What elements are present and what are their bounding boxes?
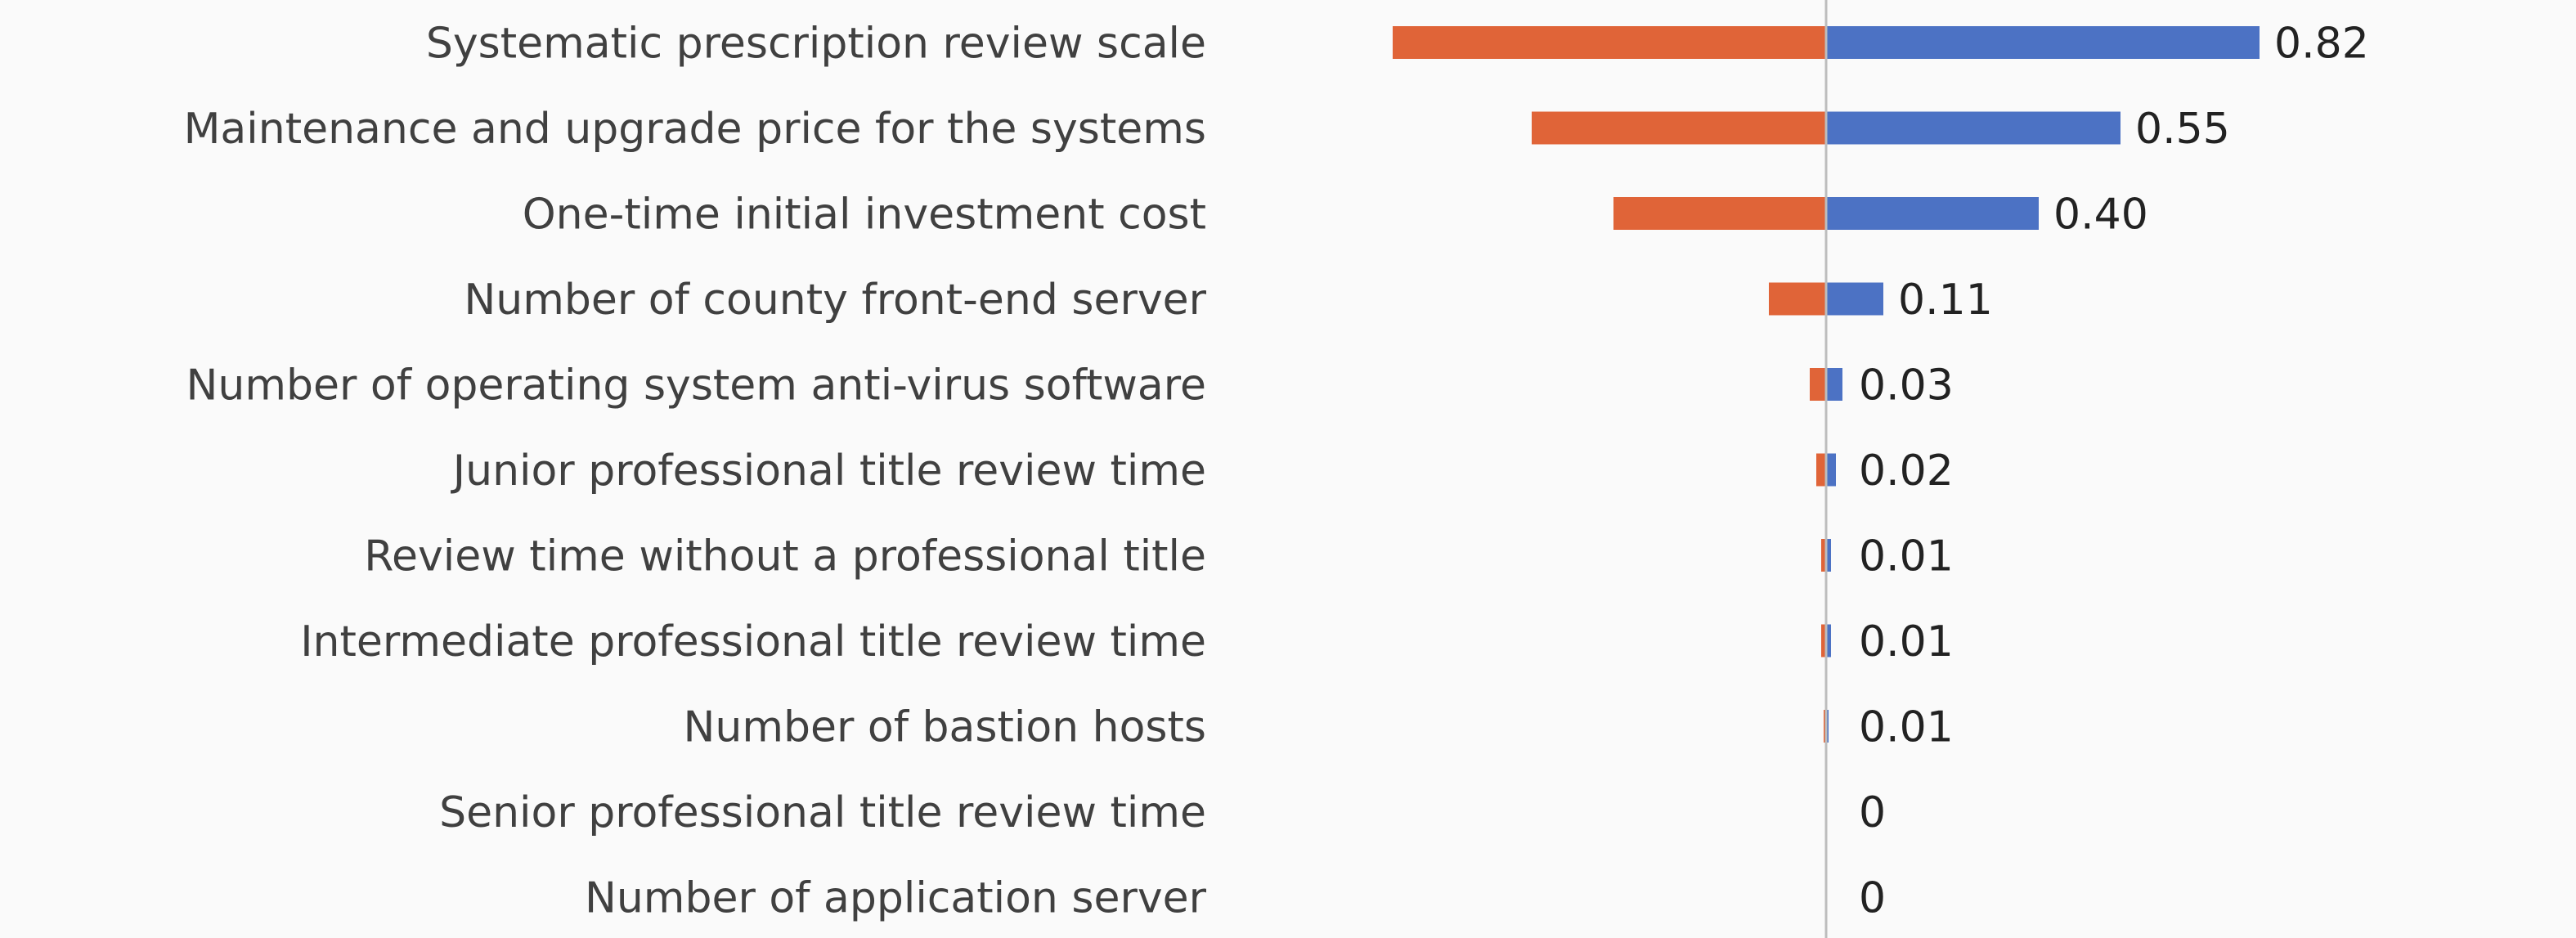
bars <box>1393 26 2260 743</box>
bar-low <box>1821 539 1826 572</box>
data-label: 0 <box>1859 874 1886 923</box>
bar-high <box>1826 26 2260 59</box>
bar-low <box>1810 368 1826 401</box>
category-label: Intermediate professional title review t… <box>300 617 1206 666</box>
category-label: Maintenance and upgrade price for the sy… <box>184 105 1206 154</box>
bar-low <box>1393 26 1826 59</box>
bar-high <box>1826 368 1842 401</box>
data-label: 0.01 <box>1859 532 1954 581</box>
bar-low <box>1821 624 1826 657</box>
category-label: Number of county front-end server <box>464 276 1206 325</box>
data-labels: 0.82 0.55 0.40 0.11 0.03 0.02 0.01 0.01 0.01 0 0 <box>1859 20 2369 923</box>
category-label: One-time initial investment cost <box>523 191 1206 240</box>
bar-high <box>1826 111 2120 145</box>
data-label: 0 <box>1859 788 1886 837</box>
category-label: Number of application server <box>585 874 1207 923</box>
category-label: Systematic prescription review scale <box>426 20 1206 69</box>
bar-high <box>1826 197 2039 230</box>
data-label: 0.11 <box>1898 276 1993 325</box>
bar-low <box>1532 111 1826 145</box>
category-labels: Systematic prescription review scale Main… <box>184 20 1207 923</box>
data-label: 0.01 <box>1859 617 1954 666</box>
category-label: Junior professional title review time <box>451 447 1206 496</box>
data-label: 0.55 <box>2135 105 2230 154</box>
data-label: 0.02 <box>1859 447 1954 496</box>
category-label: Number of operating system anti-virus so… <box>186 361 1207 411</box>
category-label: Number of bastion hosts <box>683 703 1206 752</box>
data-label: 0.40 <box>2053 191 2148 240</box>
data-label: 0.03 <box>1859 361 1954 411</box>
data-label: 0.01 <box>1859 703 1954 752</box>
category-label: Senior professional title review time <box>439 788 1206 837</box>
bar-low <box>1613 197 1826 230</box>
bar-low <box>1769 282 1826 316</box>
bar-high <box>1826 539 1831 572</box>
bar-low <box>1816 453 1826 487</box>
bar-high <box>1826 282 1883 316</box>
bar-high <box>1826 453 1836 487</box>
bar-high <box>1826 624 1831 657</box>
data-label: 0.82 <box>2274 20 2369 69</box>
category-label: Review time without a professional title <box>364 532 1206 581</box>
